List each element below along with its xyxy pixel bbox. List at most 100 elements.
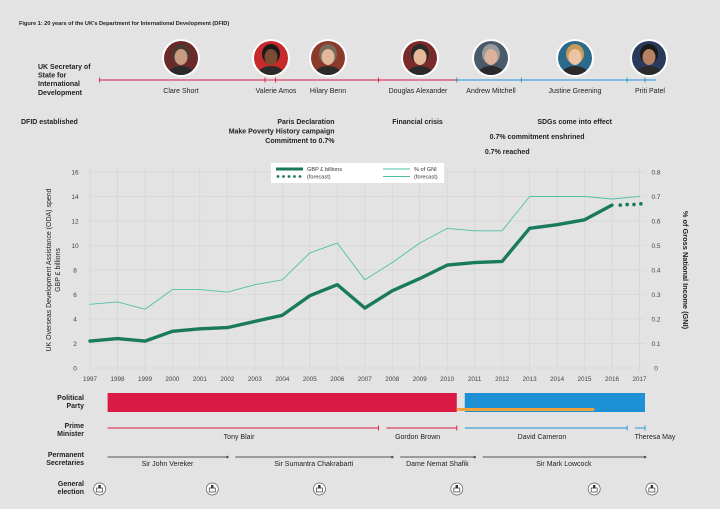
x-tick-label: 2015 [578, 376, 593, 383]
y-tick-label-right: 0.3 [651, 292, 660, 299]
legend-swatch [282, 175, 285, 178]
event-text: Commitment to 0.7% [265, 138, 335, 145]
y-tick-label-left: 10 [71, 243, 79, 250]
event-text: DFID established [21, 119, 78, 126]
y-axis-label-left: UK Overseas Development Assistance (ODA)… [46, 188, 53, 351]
ballot-icon-paper [211, 485, 214, 489]
x-tick-label: 2001 [193, 376, 208, 383]
ps-name: Sir Sumantra Chakrabarti [274, 461, 353, 468]
y-tick-label-left: 14 [71, 194, 79, 201]
secretary-name: Andrew Mitchell [466, 88, 516, 95]
ps-tick [643, 455, 647, 459]
ballot-box-icon [645, 482, 659, 496]
figure-title: Figure 1: 20 years of the UK's Departmen… [19, 21, 229, 27]
event-text: Paris Declaration [277, 119, 334, 126]
x-tick-label: 2011 [468, 376, 482, 383]
x-tick-label: 2006 [330, 376, 345, 383]
ps-row-label-line: Permanent [48, 452, 85, 459]
series-point-forecast-gbp [625, 202, 629, 207]
election-row-label-line: General [58, 481, 84, 488]
y-tick-label-left: 4 [73, 316, 77, 323]
x-tick-label: 1998 [110, 376, 125, 383]
y-tick-label-right: 0.1 [651, 341, 660, 348]
y-tick-label-right: 0 [654, 365, 658, 372]
secretary-name: Hilary Benn [310, 88, 346, 95]
party-bar-labour [107, 393, 457, 412]
secretary-portrait-avatar [556, 39, 594, 77]
ps-name: Dame Nemat Shafik [406, 461, 469, 468]
y-tick-label-right: 0.8 [651, 169, 660, 176]
pm-row-label-line: Prime [65, 423, 85, 430]
x-tick-label: 2010 [440, 376, 455, 383]
ballot-icon-paper [318, 485, 321, 489]
avatar-photo [254, 41, 288, 75]
y-tick-label-left: 16 [71, 169, 79, 176]
y-tick-label-right: 0.2 [651, 316, 660, 323]
ballot-icon-paper [592, 485, 596, 489]
ps-tick [226, 455, 229, 459]
x-tick-label: 2004 [275, 376, 290, 383]
avatar-face [568, 49, 582, 65]
y-tick-label-right: 0.6 [651, 218, 660, 225]
ballot-icon-circle [450, 482, 464, 496]
avatar-shoulders [315, 66, 341, 75]
secretary-name: Clare Short [163, 88, 198, 95]
x-tick-label: 2012 [495, 376, 510, 383]
series-line-gni-percent [89, 196, 613, 310]
secretary-portrait-avatar [472, 39, 510, 77]
x-tick-label: 2002 [220, 376, 235, 383]
x-tick-label: 2013 [523, 376, 538, 383]
ps-name: Sir Mark Lowcock [536, 461, 592, 468]
y-tick-label-right: 0.5 [651, 243, 660, 250]
legend-box [271, 163, 444, 183]
legend-swatch [287, 175, 291, 178]
pm-name: Theresa May [635, 434, 676, 441]
x-tick-label: 2007 [358, 376, 373, 383]
y-tick-label-left: 6 [73, 292, 77, 299]
avatar-face [321, 49, 335, 65]
secretaries-label-line: UK Secretary of [38, 64, 91, 71]
legend-swatch [293, 175, 296, 178]
ps-name: Sir John Vereker [142, 461, 194, 468]
ballot-icon-circle [205, 482, 219, 496]
event-text: Financial crisis [392, 119, 443, 126]
event-annotation: SDGs come into effect [537, 119, 612, 126]
x-tick-label: 2016 [605, 376, 620, 383]
avatar-photo [311, 41, 345, 75]
ballot-icon-paper [650, 485, 654, 489]
plot-area: 0 2 4 6 8 10 12 14 16 0 0.1 0.2 0.3 0.4 0.5 0.6 0.7 0.8 19… [46, 168, 690, 383]
event-annotation: 0.7% commitment enshrined [490, 134, 585, 141]
secretary-portrait-avatar [162, 39, 200, 77]
ps-tick [473, 455, 476, 459]
x-tick-label: 1999 [138, 376, 153, 383]
pm-name: Gordon Brown [395, 434, 440, 441]
secretary-name: Priti Patel [635, 88, 665, 95]
ballot-box-icon [587, 482, 601, 496]
series-point-forecast-gbp [639, 202, 643, 206]
secretaries-label-line: International [38, 81, 80, 88]
event-annotation: 0.7% reached [485, 149, 530, 156]
ballot-icon-circle [93, 482, 106, 496]
avatar-photo [403, 41, 437, 75]
ballot-box-icon [93, 482, 106, 496]
secretary-name: Justine Greening [549, 88, 602, 95]
y-tick-label-left: 8 [73, 267, 77, 274]
secretary-portrait-avatar [630, 39, 668, 77]
pm-name: David Cameron [518, 434, 567, 441]
party-bar-conservative [464, 393, 645, 412]
avatar-face [413, 49, 427, 65]
avatar-shoulders [258, 66, 284, 75]
ballot-box-icon [313, 482, 326, 496]
party-row-label-line: Party [66, 403, 84, 410]
event-text: SDGs come into effect [537, 119, 612, 126]
election-row-label-line: election [58, 489, 84, 496]
ballot-icon-circle [313, 482, 326, 496]
avatar-face [174, 49, 188, 65]
x-tick-label: 2000 [165, 376, 180, 383]
